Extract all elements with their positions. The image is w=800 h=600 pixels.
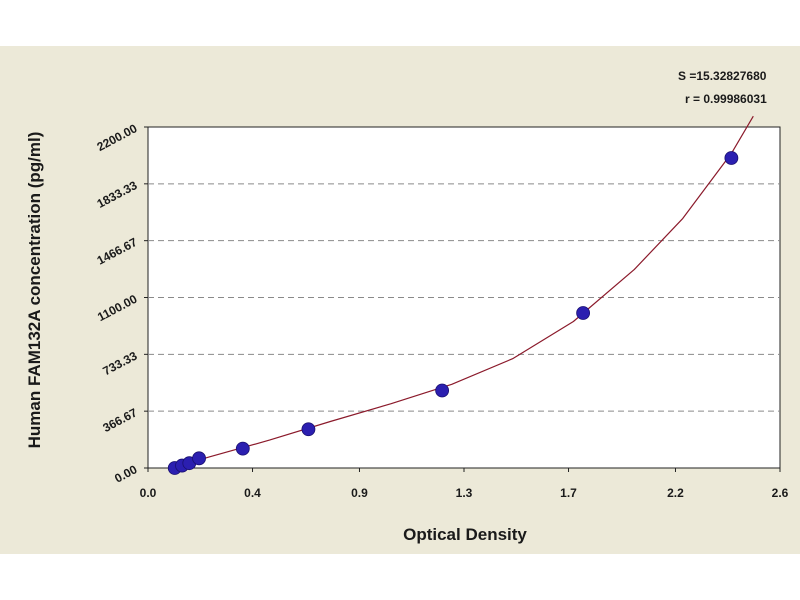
x-tick-label: 0.4 (244, 486, 261, 500)
x-tick-label: 1.7 (560, 486, 577, 500)
data-point (301, 422, 316, 437)
y-tick-label: 2200.00 (95, 121, 140, 154)
x-tick-label: 1.3 (456, 486, 473, 500)
fit-r-value: r = 0.99986031 (685, 92, 767, 106)
y-tick-label: 1100.00 (95, 292, 140, 325)
data-point (724, 151, 739, 165)
grid-lines (148, 183, 780, 412)
fit-curve-line (172, 115, 754, 468)
data-points (167, 151, 739, 475)
y-tick-label: 1833.33 (95, 178, 140, 211)
y-tick-labels: 0.00 366.67 733.33 1100.00 1466.67 1833.33 220… (95, 121, 148, 486)
x-tick-label: 0.0 (140, 486, 157, 500)
y-tick-label: 733.33 (100, 348, 139, 378)
x-tick-labels: 0.0 0.4 0.9 1.3 1.7 2.2 2.6 (140, 468, 789, 500)
y-tick-label: 366.67 (100, 405, 139, 435)
x-axis-title: Optical Density (403, 525, 527, 544)
data-point (235, 441, 250, 456)
x-tick-label: 2.2 (667, 486, 684, 500)
y-axis-title: Human FAM132A concentration (pg/ml) (25, 132, 44, 449)
data-point (192, 451, 206, 466)
y-tick-label: 0.00 (112, 462, 139, 485)
data-point (576, 306, 591, 320)
data-point (435, 383, 450, 398)
fit-curve (172, 115, 754, 468)
x-tick-label: 2.6 (772, 486, 789, 500)
x-tick-label: 0.9 (351, 486, 368, 500)
y-tick-label: 1466.67 (95, 235, 140, 268)
fit-s-value: S =15.32827680 (678, 69, 767, 83)
